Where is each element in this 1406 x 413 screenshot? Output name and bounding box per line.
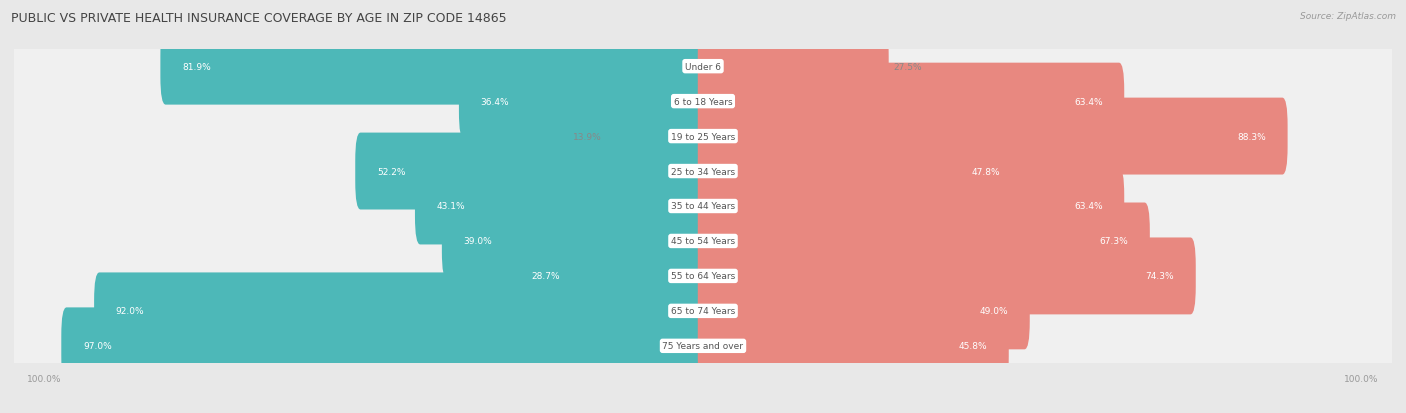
- Text: 28.7%: 28.7%: [531, 272, 560, 281]
- FancyBboxPatch shape: [11, 139, 1395, 344]
- Text: 49.0%: 49.0%: [980, 306, 1008, 316]
- FancyBboxPatch shape: [458, 64, 709, 140]
- FancyBboxPatch shape: [11, 244, 1395, 413]
- FancyBboxPatch shape: [11, 69, 1395, 274]
- Text: 97.0%: 97.0%: [83, 342, 111, 351]
- Text: 43.1%: 43.1%: [437, 202, 465, 211]
- Text: 36.4%: 36.4%: [481, 97, 509, 107]
- Text: 52.2%: 52.2%: [377, 167, 405, 176]
- FancyBboxPatch shape: [11, 35, 1395, 239]
- Text: 45.8%: 45.8%: [959, 342, 987, 351]
- Text: 25 to 34 Years: 25 to 34 Years: [671, 167, 735, 176]
- Text: 81.9%: 81.9%: [181, 62, 211, 71]
- FancyBboxPatch shape: [697, 98, 1288, 175]
- FancyBboxPatch shape: [415, 168, 709, 245]
- FancyBboxPatch shape: [697, 308, 1008, 385]
- FancyBboxPatch shape: [441, 203, 709, 280]
- Text: 88.3%: 88.3%: [1237, 132, 1265, 141]
- FancyBboxPatch shape: [11, 174, 1395, 378]
- Text: Source: ZipAtlas.com: Source: ZipAtlas.com: [1301, 12, 1396, 21]
- Text: Under 6: Under 6: [685, 62, 721, 71]
- Text: 100.0%: 100.0%: [1344, 374, 1379, 383]
- Text: 35 to 44 Years: 35 to 44 Years: [671, 202, 735, 211]
- Text: 63.4%: 63.4%: [1074, 202, 1102, 211]
- Text: 13.9%: 13.9%: [574, 132, 602, 141]
- Text: 100.0%: 100.0%: [27, 374, 62, 383]
- Text: 19 to 25 Years: 19 to 25 Years: [671, 132, 735, 141]
- FancyBboxPatch shape: [697, 238, 1195, 315]
- FancyBboxPatch shape: [11, 104, 1395, 309]
- Text: 74.3%: 74.3%: [1146, 272, 1174, 281]
- Text: 47.8%: 47.8%: [972, 167, 1000, 176]
- Text: 6 to 18 Years: 6 to 18 Years: [673, 97, 733, 107]
- Text: 63.4%: 63.4%: [1074, 97, 1102, 107]
- FancyBboxPatch shape: [11, 0, 1395, 204]
- Text: 67.3%: 67.3%: [1099, 237, 1128, 246]
- FancyBboxPatch shape: [11, 0, 1395, 169]
- FancyBboxPatch shape: [697, 203, 1150, 280]
- FancyBboxPatch shape: [697, 168, 1125, 245]
- Text: 27.5%: 27.5%: [893, 62, 922, 71]
- FancyBboxPatch shape: [697, 28, 889, 105]
- Text: 75 Years and over: 75 Years and over: [662, 342, 744, 351]
- Text: 55 to 64 Years: 55 to 64 Years: [671, 272, 735, 281]
- FancyBboxPatch shape: [356, 133, 709, 210]
- Text: 65 to 74 Years: 65 to 74 Years: [671, 306, 735, 316]
- Text: 45 to 54 Years: 45 to 54 Years: [671, 237, 735, 246]
- FancyBboxPatch shape: [509, 238, 709, 315]
- FancyBboxPatch shape: [697, 133, 1022, 210]
- Text: 92.0%: 92.0%: [115, 306, 145, 316]
- Text: 39.0%: 39.0%: [464, 237, 492, 246]
- Text: PUBLIC VS PRIVATE HEALTH INSURANCE COVERAGE BY AGE IN ZIP CODE 14865: PUBLIC VS PRIVATE HEALTH INSURANCE COVER…: [11, 12, 508, 25]
- FancyBboxPatch shape: [11, 209, 1395, 413]
- FancyBboxPatch shape: [697, 273, 1029, 349]
- FancyBboxPatch shape: [94, 273, 709, 349]
- FancyBboxPatch shape: [160, 28, 709, 105]
- FancyBboxPatch shape: [62, 308, 709, 385]
- FancyBboxPatch shape: [606, 98, 709, 175]
- FancyBboxPatch shape: [697, 64, 1125, 140]
